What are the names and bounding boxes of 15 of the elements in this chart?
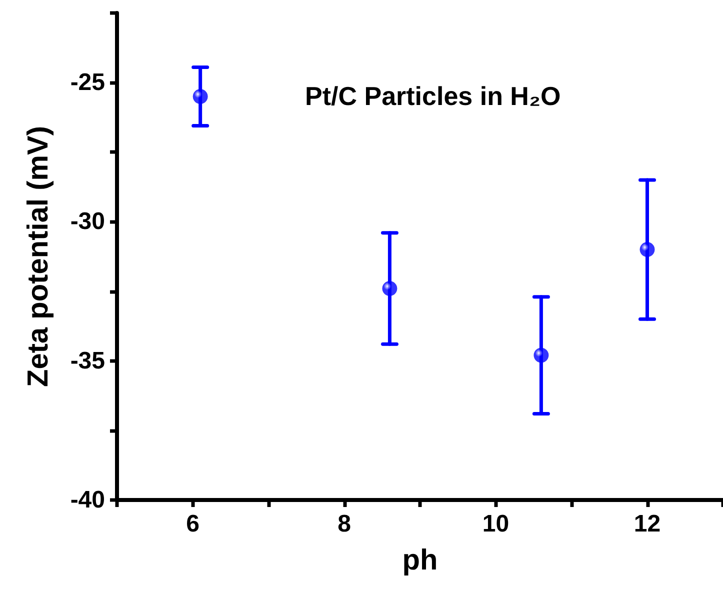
- x-tick-label: 6: [186, 510, 200, 538]
- point: [534, 348, 549, 363]
- point: [192, 88, 208, 104]
- x-tick-label: 12: [634, 510, 661, 538]
- y-tick-label: -30: [70, 208, 105, 236]
- x-tick-label: 10: [482, 510, 510, 538]
- point: [640, 242, 655, 258]
- y-tick-label: -25: [70, 69, 105, 96]
- y-tick-label: -40: [70, 486, 105, 514]
- x-axis-title: ph: [402, 544, 438, 576]
- annotation: Pt/C Particles in H₂O: [305, 81, 561, 111]
- point: [382, 281, 398, 296]
- y-tick-label: -35: [70, 347, 105, 374]
- x-tick-label: 8: [338, 510, 351, 538]
- y-axis-title: Zeta potential (mV): [22, 126, 54, 388]
